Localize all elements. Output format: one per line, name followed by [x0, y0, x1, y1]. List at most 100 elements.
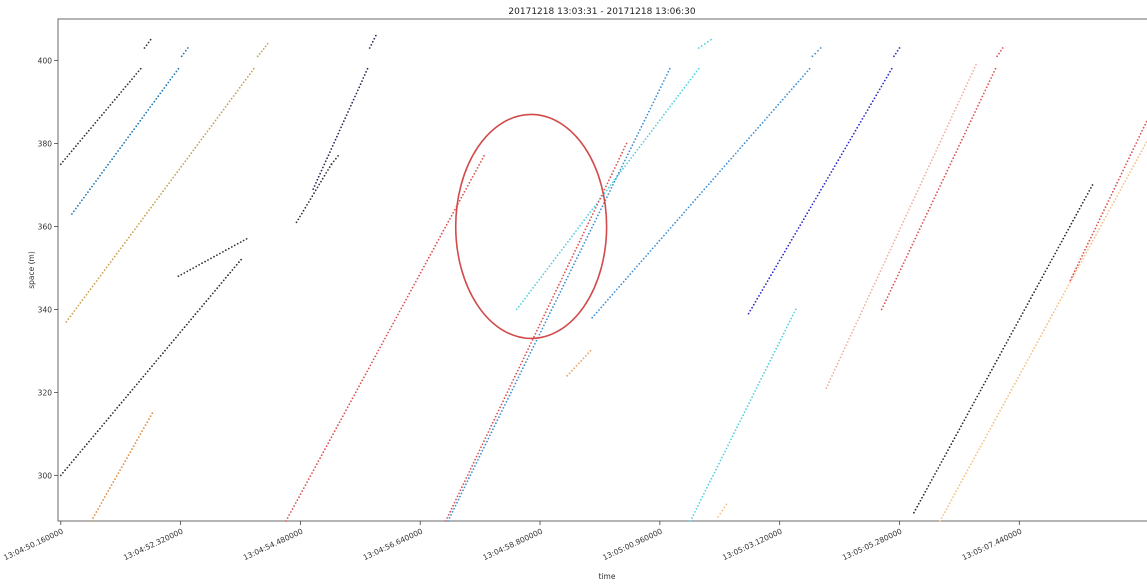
- data-point: [974, 454, 977, 457]
- data-point: [638, 146, 641, 149]
- data-point: [961, 478, 964, 481]
- data-point: [973, 401, 975, 404]
- data-point: [511, 382, 513, 384]
- data-point: [1028, 300, 1031, 303]
- data-point: [649, 250, 652, 252]
- data-point: [180, 165, 183, 168]
- data-point: [377, 349, 380, 352]
- data-point: [916, 505, 919, 508]
- data-point: [893, 55, 895, 58]
- data-point: [908, 249, 911, 252]
- data-point: [987, 374, 990, 377]
- data-point: [828, 174, 831, 176]
- data-point: [975, 63, 977, 66]
- data-point: [691, 517, 693, 519]
- data-point: [232, 95, 235, 97]
- data-point: [535, 339, 538, 342]
- data-point: [463, 486, 466, 489]
- data-point: [556, 297, 559, 299]
- data-point: [895, 277, 898, 280]
- data-point: [618, 286, 620, 288]
- data-point: [465, 483, 467, 486]
- data-point: [813, 200, 815, 203]
- data-point: [597, 214, 599, 217]
- data-point: [1092, 230, 1095, 233]
- data-point: [899, 268, 902, 271]
- data-point: [1026, 359, 1029, 361]
- data-point: [674, 221, 676, 224]
- data-point: [891, 245, 893, 248]
- data-point: [968, 466, 971, 469]
- data-point: [369, 364, 372, 367]
- data-point: [77, 142, 79, 145]
- data-point: [985, 86, 988, 89]
- data-point: [170, 341, 173, 344]
- data-point: [656, 92, 659, 95]
- data-point: [797, 80, 800, 83]
- data-point: [968, 123, 971, 126]
- data-point: [921, 222, 924, 224]
- data-point: [1113, 201, 1115, 203]
- data-point: [668, 67, 671, 70]
- data-point: [336, 135, 338, 138]
- data-point: [1080, 204, 1083, 207]
- data-point: [697, 67, 700, 70]
- data-point: [898, 230, 900, 233]
- data-point: [694, 198, 697, 201]
- data-point: [782, 332, 785, 335]
- x-tick-label: 13:04:58.800000: [481, 527, 544, 563]
- data-point: [983, 439, 985, 442]
- data-point: [131, 388, 134, 391]
- data-point: [630, 147, 632, 150]
- data-point: [695, 70, 698, 73]
- data-point: [198, 264, 201, 266]
- data-point: [534, 342, 536, 345]
- data-point: [713, 471, 716, 474]
- data-point: [661, 83, 664, 85]
- data-point: [949, 163, 952, 166]
- data-point: [540, 276, 543, 278]
- data-point: [162, 352, 164, 355]
- y-tick-label: 380: [38, 139, 53, 148]
- data-point: [776, 344, 779, 347]
- data-point: [79, 140, 82, 142]
- data-point: [622, 280, 625, 283]
- data-point: [613, 180, 616, 183]
- data-point: [144, 424, 147, 426]
- data-point: [314, 189, 317, 192]
- data-point: [528, 355, 530, 357]
- data-point: [645, 116, 647, 119]
- data-point: [710, 180, 712, 183]
- data-point: [1026, 303, 1029, 305]
- data-point: [111, 101, 114, 104]
- data-point: [661, 116, 663, 119]
- data-point: [204, 260, 207, 263]
- data-point: [526, 358, 529, 360]
- data-point: [341, 123, 344, 126]
- data-point: [212, 122, 215, 125]
- data-point: [558, 283, 560, 286]
- data-point: [569, 238, 571, 241]
- data-point: [827, 177, 829, 179]
- data-point: [814, 52, 817, 55]
- data-point: [492, 428, 494, 431]
- data-point: [79, 202, 81, 204]
- data-point: [296, 499, 299, 501]
- data-point: [620, 170, 622, 173]
- data-point: [432, 247, 435, 250]
- data-point: [214, 289, 216, 292]
- data-point: [418, 274, 420, 277]
- data-point: [522, 300, 524, 303]
- data-point: [468, 181, 471, 184]
- data-point: [1012, 330, 1014, 332]
- data-point: [1043, 329, 1045, 332]
- data-point: [1108, 210, 1110, 212]
- data-point: [930, 159, 933, 162]
- data-point: [627, 153, 629, 156]
- data-point: [338, 421, 341, 424]
- data-point: [1091, 233, 1094, 236]
- data-point: [1088, 245, 1091, 248]
- data-point: [654, 124, 657, 127]
- data-point: [446, 517, 449, 519]
- data-point: [914, 237, 917, 240]
